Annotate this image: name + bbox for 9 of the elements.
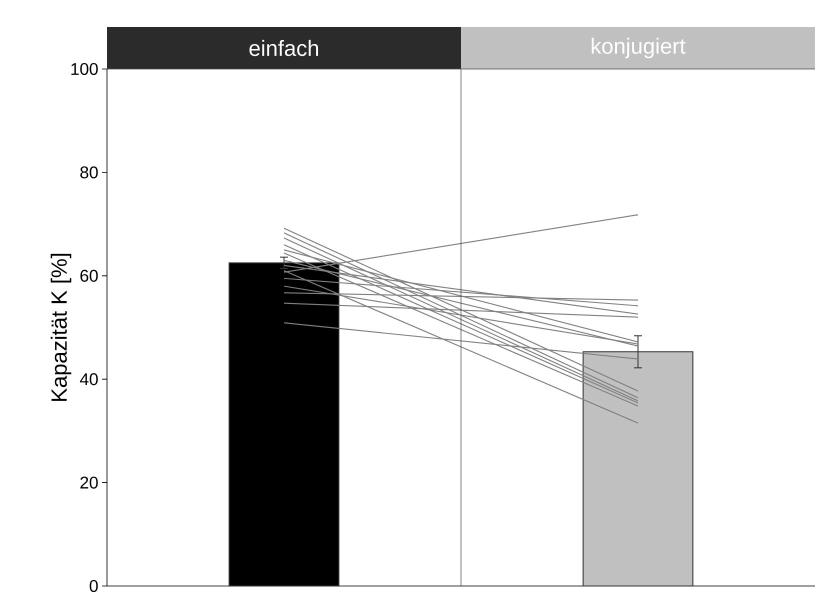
y-axis-title: Kapazität K [%]	[50, 254, 72, 401]
x-tick-label: konjugiert	[592, 38, 686, 58]
y-tick-label: 80	[80, 166, 98, 178]
y-tick-label: 40	[80, 373, 98, 386]
y-tick-label: 0	[90, 580, 98, 592]
x-tick-label: einfach	[249, 40, 318, 56]
y-tick-label: 60	[80, 270, 98, 282]
y-tick-label: 100	[71, 62, 98, 76]
y-tick-label: 20	[80, 476, 98, 489]
